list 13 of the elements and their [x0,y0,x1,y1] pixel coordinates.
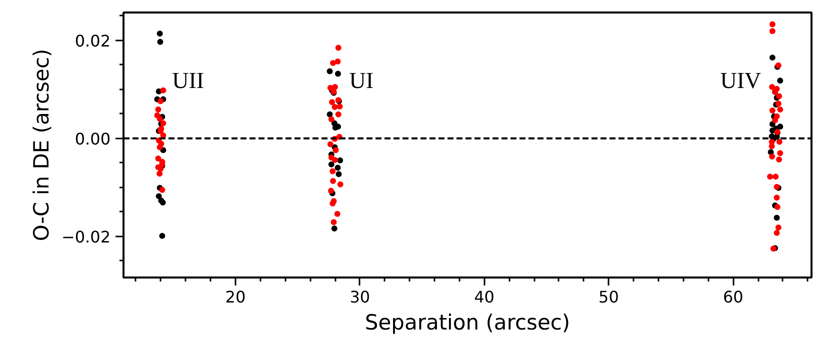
x-tick-label: 50 [598,288,619,306]
x-tick-label: 40 [474,288,494,306]
x-tick-label: 20 [225,288,246,306]
annotation: UII [172,68,204,94]
x-axis-title: Separation (arcsec) [364,310,570,334]
y-tick-label: −0.02 [61,227,110,246]
annotation: UI [349,68,374,94]
y-tick-label: 0.00 [74,129,110,148]
x-tick-label: 60 [722,288,744,306]
annotation: UIV [720,68,762,94]
y-axis-title: O-C in DE (arcsec) [29,48,54,242]
x-tick-label: 30 [350,288,370,306]
y-tick-label: 0.02 [74,31,110,50]
